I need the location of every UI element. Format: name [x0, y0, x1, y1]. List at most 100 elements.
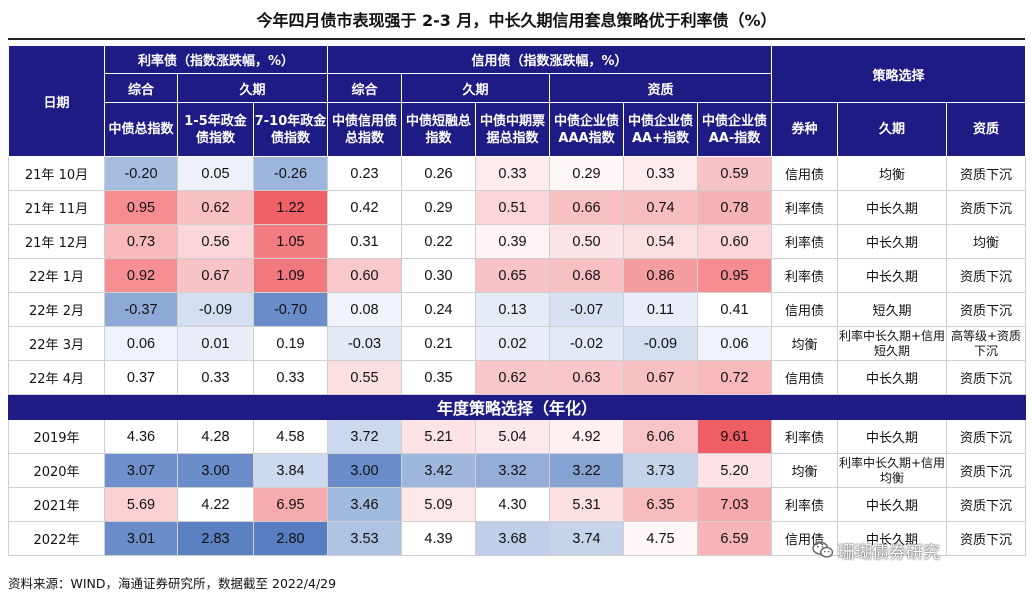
monthly-rows: 21年 10月 -0.20 0.05 -0.26 0.23 0.26 0.33 0.29 0.3… — [8, 156, 1026, 395]
strategy-cell: 均衡 — [771, 326, 838, 361]
value-cell: 6.35 — [623, 487, 698, 522]
strategy-cell: 中长久期 — [837, 258, 947, 293]
value-cell: 3.84 — [253, 453, 328, 488]
strategy-cell: 利率债 — [771, 419, 838, 454]
header-col-3: 7-10年政金债指数 — [253, 102, 328, 157]
value-cell: 0.54 — [623, 224, 698, 259]
value-cell: 0.68 — [549, 258, 624, 293]
value-cell: 0.74 — [623, 190, 698, 225]
header-col-2: 1-5年政金债指数 — [177, 102, 254, 157]
table-row: 22年 3月 0.06 0.01 0.19 -0.03 0.21 0.02 -0.02 -0.0… — [8, 326, 1026, 361]
table-row: 22年 4月 0.37 0.33 0.33 0.55 0.35 0.62 0.63 0.67 0.… — [8, 360, 1026, 395]
value-cell: 3.53 — [327, 521, 402, 556]
strategy-cell: 信用债 — [771, 360, 838, 395]
value-cell: 0.42 — [327, 190, 402, 225]
bond-strategy-table: 日期 利率债（指数涨跌幅，%） 信用债（指数涨跌幅，%） 策略选择 综合 久期 … — [8, 45, 1026, 556]
value-cell: 0.13 — [475, 292, 550, 327]
value-cell: 1.09 — [253, 258, 328, 293]
value-cell: 4.75 — [623, 521, 698, 556]
value-cell: 0.59 — [697, 156, 772, 191]
value-cell: 0.22 — [401, 224, 476, 259]
value-cell: 5.69 — [104, 487, 178, 522]
header-date: 日期 — [8, 45, 105, 157]
strategy-cell: 利率债 — [771, 190, 838, 225]
value-cell: 0.41 — [697, 292, 772, 327]
value-cell: 0.08 — [327, 292, 402, 327]
value-cell: 6.06 — [623, 419, 698, 454]
watermark-text: 珊瑚债券研究 — [838, 542, 940, 563]
value-cell: 5.31 — [549, 487, 624, 522]
table-row: 2022年 3.01 2.83 2.80 3.53 4.39 3.68 3.74 4.75 6.5… — [8, 521, 1026, 556]
value-cell: -0.37 — [104, 292, 178, 327]
value-cell: 3.74 — [549, 521, 624, 556]
strategy-cell: 资质下沉 — [946, 360, 1026, 395]
strategy-cell: 中长久期 — [837, 521, 947, 556]
strategy-cell: 利率中长久期+信用均衡 — [837, 453, 947, 488]
value-cell: 1.22 — [253, 190, 328, 225]
row-label: 2019年 — [8, 419, 105, 454]
value-cell: 0.63 — [549, 360, 624, 395]
header-strategy-group: 策略选择 — [771, 45, 1026, 103]
strategy-cell: 利率债 — [771, 487, 838, 522]
value-cell: 4.36 — [104, 419, 178, 454]
header-col-7: 中债企业债AAA指数 — [549, 102, 624, 157]
row-label: 2020年 — [8, 453, 105, 488]
header-col-6: 中债中期票据总指数 — [475, 102, 550, 157]
table-row: 2020年 3.07 3.00 3.84 3.00 3.42 3.32 3.22 3.73 5.2… — [8, 453, 1026, 488]
title-rule — [8, 38, 1025, 40]
header-col-1: 中债总指数 — [104, 102, 178, 157]
header-credit-group: 信用债（指数涨跌幅，%） — [327, 45, 772, 74]
value-cell: 0.60 — [327, 258, 402, 293]
source-note: 资料来源：WIND，海通证券研究所，数据截至 2022/4/29 — [8, 576, 337, 591]
value-cell: 5.20 — [697, 453, 772, 488]
value-cell: -0.20 — [104, 156, 178, 191]
strategy-cell: 资质下沉 — [946, 292, 1026, 327]
strategy-cell: 中长久期 — [837, 360, 947, 395]
value-cell: 2.80 — [253, 521, 328, 556]
value-cell: 0.55 — [327, 360, 402, 395]
table-row: 21年 12月 0.73 0.56 1.05 0.31 0.22 0.39 0.50 0.54 0… — [8, 224, 1026, 259]
header-strategy-quality: 资质 — [946, 102, 1026, 157]
value-cell: 0.67 — [177, 258, 254, 293]
value-cell: 0.73 — [104, 224, 178, 259]
row-label: 2022年 — [8, 521, 105, 556]
value-cell: 3.00 — [177, 453, 254, 488]
annual-rows: 2019年 4.36 4.28 4.58 3.72 5.21 5.04 4.92 6.06 9.6… — [8, 419, 1026, 556]
value-cell: 0.23 — [327, 156, 402, 191]
value-cell: 0.33 — [253, 360, 328, 395]
strategy-cell: 中长久期 — [837, 419, 947, 454]
row-label: 21年 11月 — [8, 190, 105, 225]
strategy-cell: 利率债 — [771, 224, 838, 259]
table-row: 2019年 4.36 4.28 4.58 3.72 5.21 5.04 4.92 6.06 9.6… — [8, 419, 1026, 454]
header-strategy-type: 券种 — [771, 102, 838, 157]
row-label: 2021年 — [8, 487, 105, 522]
value-cell: 3.68 — [475, 521, 550, 556]
strategy-cell: 资质下沉 — [946, 258, 1026, 293]
header-credit-composite: 综合 — [327, 73, 402, 103]
value-cell: 3.46 — [327, 487, 402, 522]
strategy-cell: 资质下沉 — [946, 487, 1026, 522]
value-cell: 0.66 — [549, 190, 624, 225]
value-cell: 3.00 — [327, 453, 402, 488]
value-cell: 0.31 — [327, 224, 402, 259]
header-credit-quality: 资质 — [549, 73, 772, 103]
value-cell: -0.09 — [623, 326, 698, 361]
row-label: 22年 3月 — [8, 326, 105, 361]
value-cell: 0.35 — [401, 360, 476, 395]
value-cell: 0.72 — [697, 360, 772, 395]
value-cell: 0.06 — [104, 326, 178, 361]
row-label: 22年 2月 — [8, 292, 105, 327]
value-cell: 0.30 — [401, 258, 476, 293]
strategy-cell: 信用债 — [771, 292, 838, 327]
value-cell: 0.67 — [623, 360, 698, 395]
section-divider: 年度策略选择（年化） — [8, 394, 1026, 420]
value-cell: 0.02 — [475, 326, 550, 361]
row-label: 21年 10月 — [8, 156, 105, 191]
strategy-cell: 中长久期 — [837, 487, 947, 522]
strategy-cell: 资质下沉 — [946, 190, 1026, 225]
strategy-cell: 资质下沉 — [946, 419, 1026, 454]
wechat-icon — [812, 541, 834, 558]
value-cell: 3.32 — [475, 453, 550, 488]
value-cell: 0.33 — [475, 156, 550, 191]
value-cell: 9.61 — [697, 419, 772, 454]
